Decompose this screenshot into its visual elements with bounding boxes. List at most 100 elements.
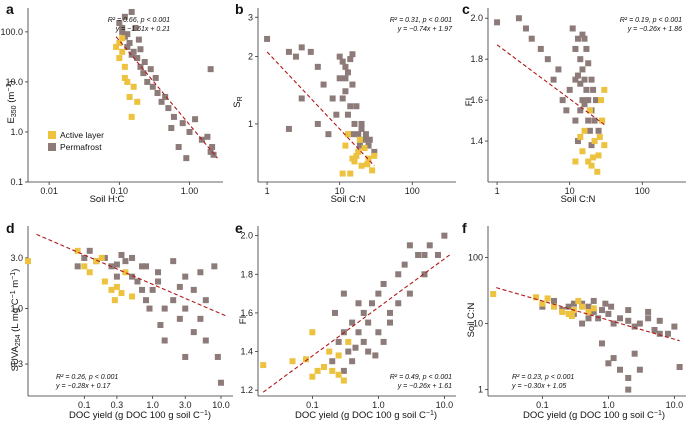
panel-f-equation-text: y = −0.30x + 1.05 — [511, 383, 566, 390]
data-point-active-layer — [121, 63, 128, 70]
data-point-permafrost — [134, 55, 141, 62]
data-point-permafrost — [610, 320, 617, 327]
data-point-permafrost — [344, 69, 351, 76]
data-point-permafrost — [625, 386, 632, 393]
data-point-permafrost — [333, 111, 340, 118]
panel-c-r2-text: R² = 0.19, p < 0.001 — [620, 17, 682, 24]
data-point-permafrost — [380, 338, 387, 345]
data-point-permafrost — [636, 366, 643, 373]
data-point-active-layer — [559, 308, 566, 315]
data-point-active-layer — [585, 158, 592, 165]
data-point-permafrost — [335, 338, 342, 345]
data-point-active-layer — [260, 362, 267, 369]
data-point-active-layer — [326, 348, 333, 355]
data-point-permafrost — [349, 358, 356, 365]
data-point-permafrost — [537, 45, 544, 52]
data-point-permafrost — [368, 300, 375, 307]
data-point-permafrost — [119, 28, 126, 35]
data-point-permafrost — [176, 283, 183, 290]
data-point-permafrost — [211, 263, 218, 270]
data-point-permafrost — [595, 315, 602, 322]
panel-a-r2-text: R² = 0.66, p < 0.001 — [108, 17, 170, 24]
data-point-permafrost — [579, 300, 586, 307]
panel-label-e: e — [235, 220, 243, 236]
data-point-active-layer — [119, 35, 126, 42]
data-point-permafrost — [563, 107, 570, 114]
x-tick-label: 1 — [495, 186, 500, 196]
data-point-permafrost — [139, 286, 146, 293]
data-point-permafrost — [190, 286, 197, 293]
x-tick-label: 1.0 — [146, 400, 159, 410]
data-point-active-layer — [130, 83, 137, 90]
data-point-permafrost — [128, 51, 135, 58]
data-point-active-layer — [128, 113, 135, 120]
panel-a-x-label: Soil H:C — [90, 194, 125, 205]
data-point-permafrost — [349, 131, 356, 138]
data-point-active-layer — [309, 329, 316, 336]
data-point-permafrost — [581, 101, 588, 108]
data-point-permafrost — [209, 144, 216, 151]
panel-a-fit-line — [115, 36, 218, 159]
data-point-permafrost — [608, 303, 615, 310]
data-point-active-layer — [74, 247, 81, 254]
data-point-permafrost — [617, 366, 623, 373]
x-tick-label: 1 — [265, 186, 270, 196]
x-tick-label: 10.0 — [436, 400, 454, 410]
data-point-permafrost — [625, 317, 632, 324]
panel-a-y-label: E350 (m−1) — [6, 81, 18, 124]
data-point-permafrost — [320, 81, 327, 88]
data-point-permafrost — [636, 320, 643, 327]
data-point-permafrost — [676, 363, 683, 370]
data-point-permafrost — [583, 86, 590, 93]
panel-b: b 1 10 100 1 2 3 R² = 0.31, p < 0.001 y = −0.… — [232, 1, 456, 205]
y-tick-label: 0.3 — [10, 359, 23, 369]
data-point-permafrost — [569, 25, 576, 32]
data-point-active-layer — [595, 152, 602, 159]
data-point-permafrost — [365, 142, 372, 149]
panel-e-r2-text: R² = 0.49, p < 0.001 — [390, 374, 452, 381]
data-point-permafrost — [555, 66, 562, 73]
data-point-permafrost — [572, 45, 579, 52]
data-point-permafrost — [579, 320, 586, 327]
data-point-active-layer — [108, 286, 115, 293]
data-point-active-layer — [358, 162, 365, 169]
data-point-permafrost — [132, 24, 139, 31]
data-point-permafrost — [395, 300, 402, 307]
data-point-permafrost — [183, 155, 190, 162]
data-point-permafrost — [202, 297, 209, 304]
data-point-permafrost — [121, 13, 128, 20]
data-point-permafrost — [118, 251, 125, 258]
panel-b-plot: 1 10 100 1 2 3 — [248, 8, 456, 196]
data-point-permafrost — [298, 95, 305, 102]
data-point-permafrost — [143, 297, 150, 304]
panel-d-x-label: DOC yield (g DOC 100 g soil C−1) — [69, 410, 211, 421]
data-point-permafrost — [349, 319, 356, 326]
data-point-permafrost — [186, 128, 193, 135]
data-point-permafrost — [585, 315, 592, 322]
x-tick-label: 0.1 — [306, 400, 319, 410]
data-point-active-layer — [532, 294, 539, 301]
panel-b-equation-text: y = −0.74x + 1.97 — [397, 26, 453, 33]
panel-e-plot: 0.1 1.0 10.0 1.2 1.4 1.6 1.8 2.0 — [240, 226, 456, 410]
data-point-permafrost — [349, 81, 356, 88]
data-point-active-layer — [565, 310, 572, 317]
panel-c-x-label: Soil C:N — [561, 194, 596, 205]
data-point-permafrost — [285, 125, 292, 132]
data-point-active-layer — [596, 133, 603, 140]
data-point-permafrost — [375, 290, 382, 297]
data-point-permafrost — [671, 323, 678, 330]
data-point-permafrost — [539, 303, 546, 310]
data-point-permafrost — [365, 319, 372, 326]
data-point-permafrost — [217, 379, 224, 386]
data-point-permafrost — [590, 297, 597, 304]
panel-f-fit-line — [496, 287, 680, 342]
y-tick-label: 2.0 — [240, 231, 253, 241]
data-point-permafrost — [197, 269, 204, 276]
data-point-permafrost — [155, 278, 162, 285]
data-point-permafrost — [207, 66, 214, 73]
data-point-permafrost — [375, 329, 382, 336]
data-point-permafrost — [210, 151, 217, 158]
panel-d-plot: 0.1 0.3 1.0 3.0 10.0 0.3 1.0 3.0 — [10, 226, 233, 410]
y-tick-label: 1 — [478, 385, 483, 395]
data-point-permafrost — [264, 35, 271, 42]
